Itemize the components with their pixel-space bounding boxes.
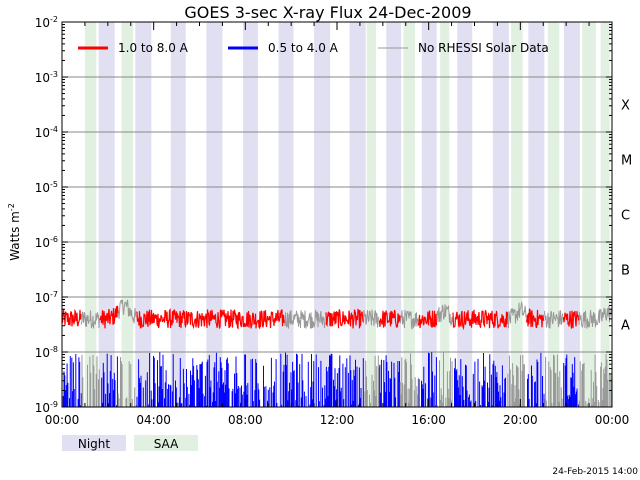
y-tick-exponent: -8 — [50, 345, 58, 354]
footer-legend-swatch — [134, 435, 198, 451]
y-tick-base: 10 — [35, 16, 50, 30]
y-tick-exponent: -7 — [50, 290, 58, 299]
series-line-1-8A — [417, 310, 438, 329]
night-band — [386, 22, 402, 407]
y-tick-label: 10-9 — [35, 400, 58, 415]
legend: 1.0 to 8.0 A 0.5 to 4.0 A No RHESSI Solar … — [78, 41, 549, 55]
x-tick-label: 00:00 — [45, 413, 80, 427]
y-tick-exponent: -3 — [50, 70, 58, 79]
y-tick-label: 10-8 — [35, 345, 58, 360]
saa-band — [440, 22, 450, 407]
y-tick-label: 10-4 — [35, 125, 58, 140]
series-line-1-8A — [562, 310, 580, 329]
night-band — [206, 22, 223, 407]
night-band — [314, 22, 331, 407]
saa-band — [121, 22, 134, 407]
y-tick-exponent: -6 — [50, 235, 58, 244]
x-tick-label: 20:00 — [503, 413, 538, 427]
y-axis-label-exponent: -2 — [7, 203, 16, 211]
flare-class-label: A — [621, 319, 630, 334]
flare-class-label: C — [621, 209, 630, 224]
flare-class-label: X — [621, 99, 630, 114]
series-group — [61, 299, 613, 407]
footer-legend-label: Night — [78, 437, 111, 451]
series-line-1-8A — [99, 305, 119, 329]
night-band — [278, 22, 294, 407]
x-tick-label: 00:00 — [595, 413, 630, 427]
night-band — [457, 22, 473, 407]
night-band — [135, 22, 152, 407]
timestamp: 24-Feb-2015 14:00 — [552, 467, 638, 477]
saa-band — [84, 22, 97, 407]
y-tick-base: 10 — [35, 236, 50, 250]
night-band — [170, 22, 186, 407]
footer-legend-label: SAA — [154, 437, 179, 451]
axes: 10-910-810-710-610-510-410-310-200:00 04:… — [35, 15, 632, 427]
saa-band — [600, 22, 610, 407]
series-line-1-8A — [61, 308, 82, 327]
y-tick-base: 10 — [35, 291, 50, 305]
footer-legend: Night SAA — [62, 435, 198, 451]
series-line-no-rhessi — [507, 300, 527, 329]
series-line-no-rhessi — [284, 309, 326, 329]
y-tick-label: 10-7 — [35, 290, 58, 305]
y-tick-exponent: -9 — [50, 400, 58, 409]
y-tick-base: 10 — [35, 181, 50, 195]
series-line-1-8A — [136, 307, 285, 330]
series-line-no-rhessi — [363, 309, 380, 328]
y-axis-label: Watts m-2 — [7, 203, 22, 261]
y-tick-exponent: -2 — [50, 15, 58, 24]
night-band — [98, 22, 115, 407]
y-tick-label: 10-3 — [35, 70, 58, 85]
series-line-no-rhessi — [436, 304, 453, 327]
legend-label: 0.5 to 4.0 A — [268, 41, 339, 55]
night-band — [492, 22, 509, 407]
series-line-no-rhessi — [544, 310, 563, 329]
series-line-1-8A — [325, 308, 364, 329]
night-band — [528, 22, 545, 407]
y-tick-exponent: -4 — [50, 125, 58, 134]
y-axis-label-text: Watts m — [8, 211, 22, 261]
series-line-no-rhessi — [118, 299, 137, 324]
y-tick-label: 10-5 — [35, 180, 58, 195]
x-tick-label: 12:00 — [320, 413, 355, 427]
legend-label: No RHESSI Solar Data — [418, 41, 549, 55]
y-tick-base: 10 — [35, 346, 50, 360]
y-tick-base: 10 — [35, 401, 50, 415]
series-line-1-8A — [525, 308, 545, 329]
x-tick-label: 08:00 — [228, 413, 263, 427]
flare-class-label: M — [621, 154, 632, 169]
y-tick-exponent: -5 — [50, 180, 58, 189]
saa-band — [547, 22, 560, 407]
night-band — [563, 22, 580, 407]
y-tick-base: 10 — [35, 126, 50, 140]
y-tick-base: 10 — [35, 71, 50, 85]
series-line-no-rhessi — [400, 309, 419, 330]
series-line-1-8A — [378, 309, 401, 328]
series-line-1-8A — [452, 309, 509, 331]
saa-band — [582, 22, 596, 407]
x-tick-label: 16:00 — [411, 413, 446, 427]
x-tick-label: 04:00 — [136, 413, 171, 427]
saa-band — [366, 22, 376, 407]
chart-title: GOES 3-sec X-ray Flux 24-Dec-2009 — [184, 3, 471, 22]
legend-label: 1.0 to 8.0 A — [118, 41, 189, 55]
y-tick-label: 10-2 — [35, 15, 58, 30]
flare-class-label: B — [621, 264, 630, 279]
series-line-no-rhessi — [578, 305, 613, 329]
footer-legend-swatch — [62, 435, 126, 451]
saa-band — [403, 22, 415, 407]
gridlines — [62, 76, 612, 353]
y-tick-label: 10-6 — [35, 235, 58, 250]
night-band — [421, 22, 437, 407]
series-line-no-rhessi — [81, 310, 100, 329]
night-band — [243, 22, 258, 407]
night-band — [349, 22, 366, 407]
saa-band — [511, 22, 523, 407]
shading-bands — [84, 22, 610, 407]
